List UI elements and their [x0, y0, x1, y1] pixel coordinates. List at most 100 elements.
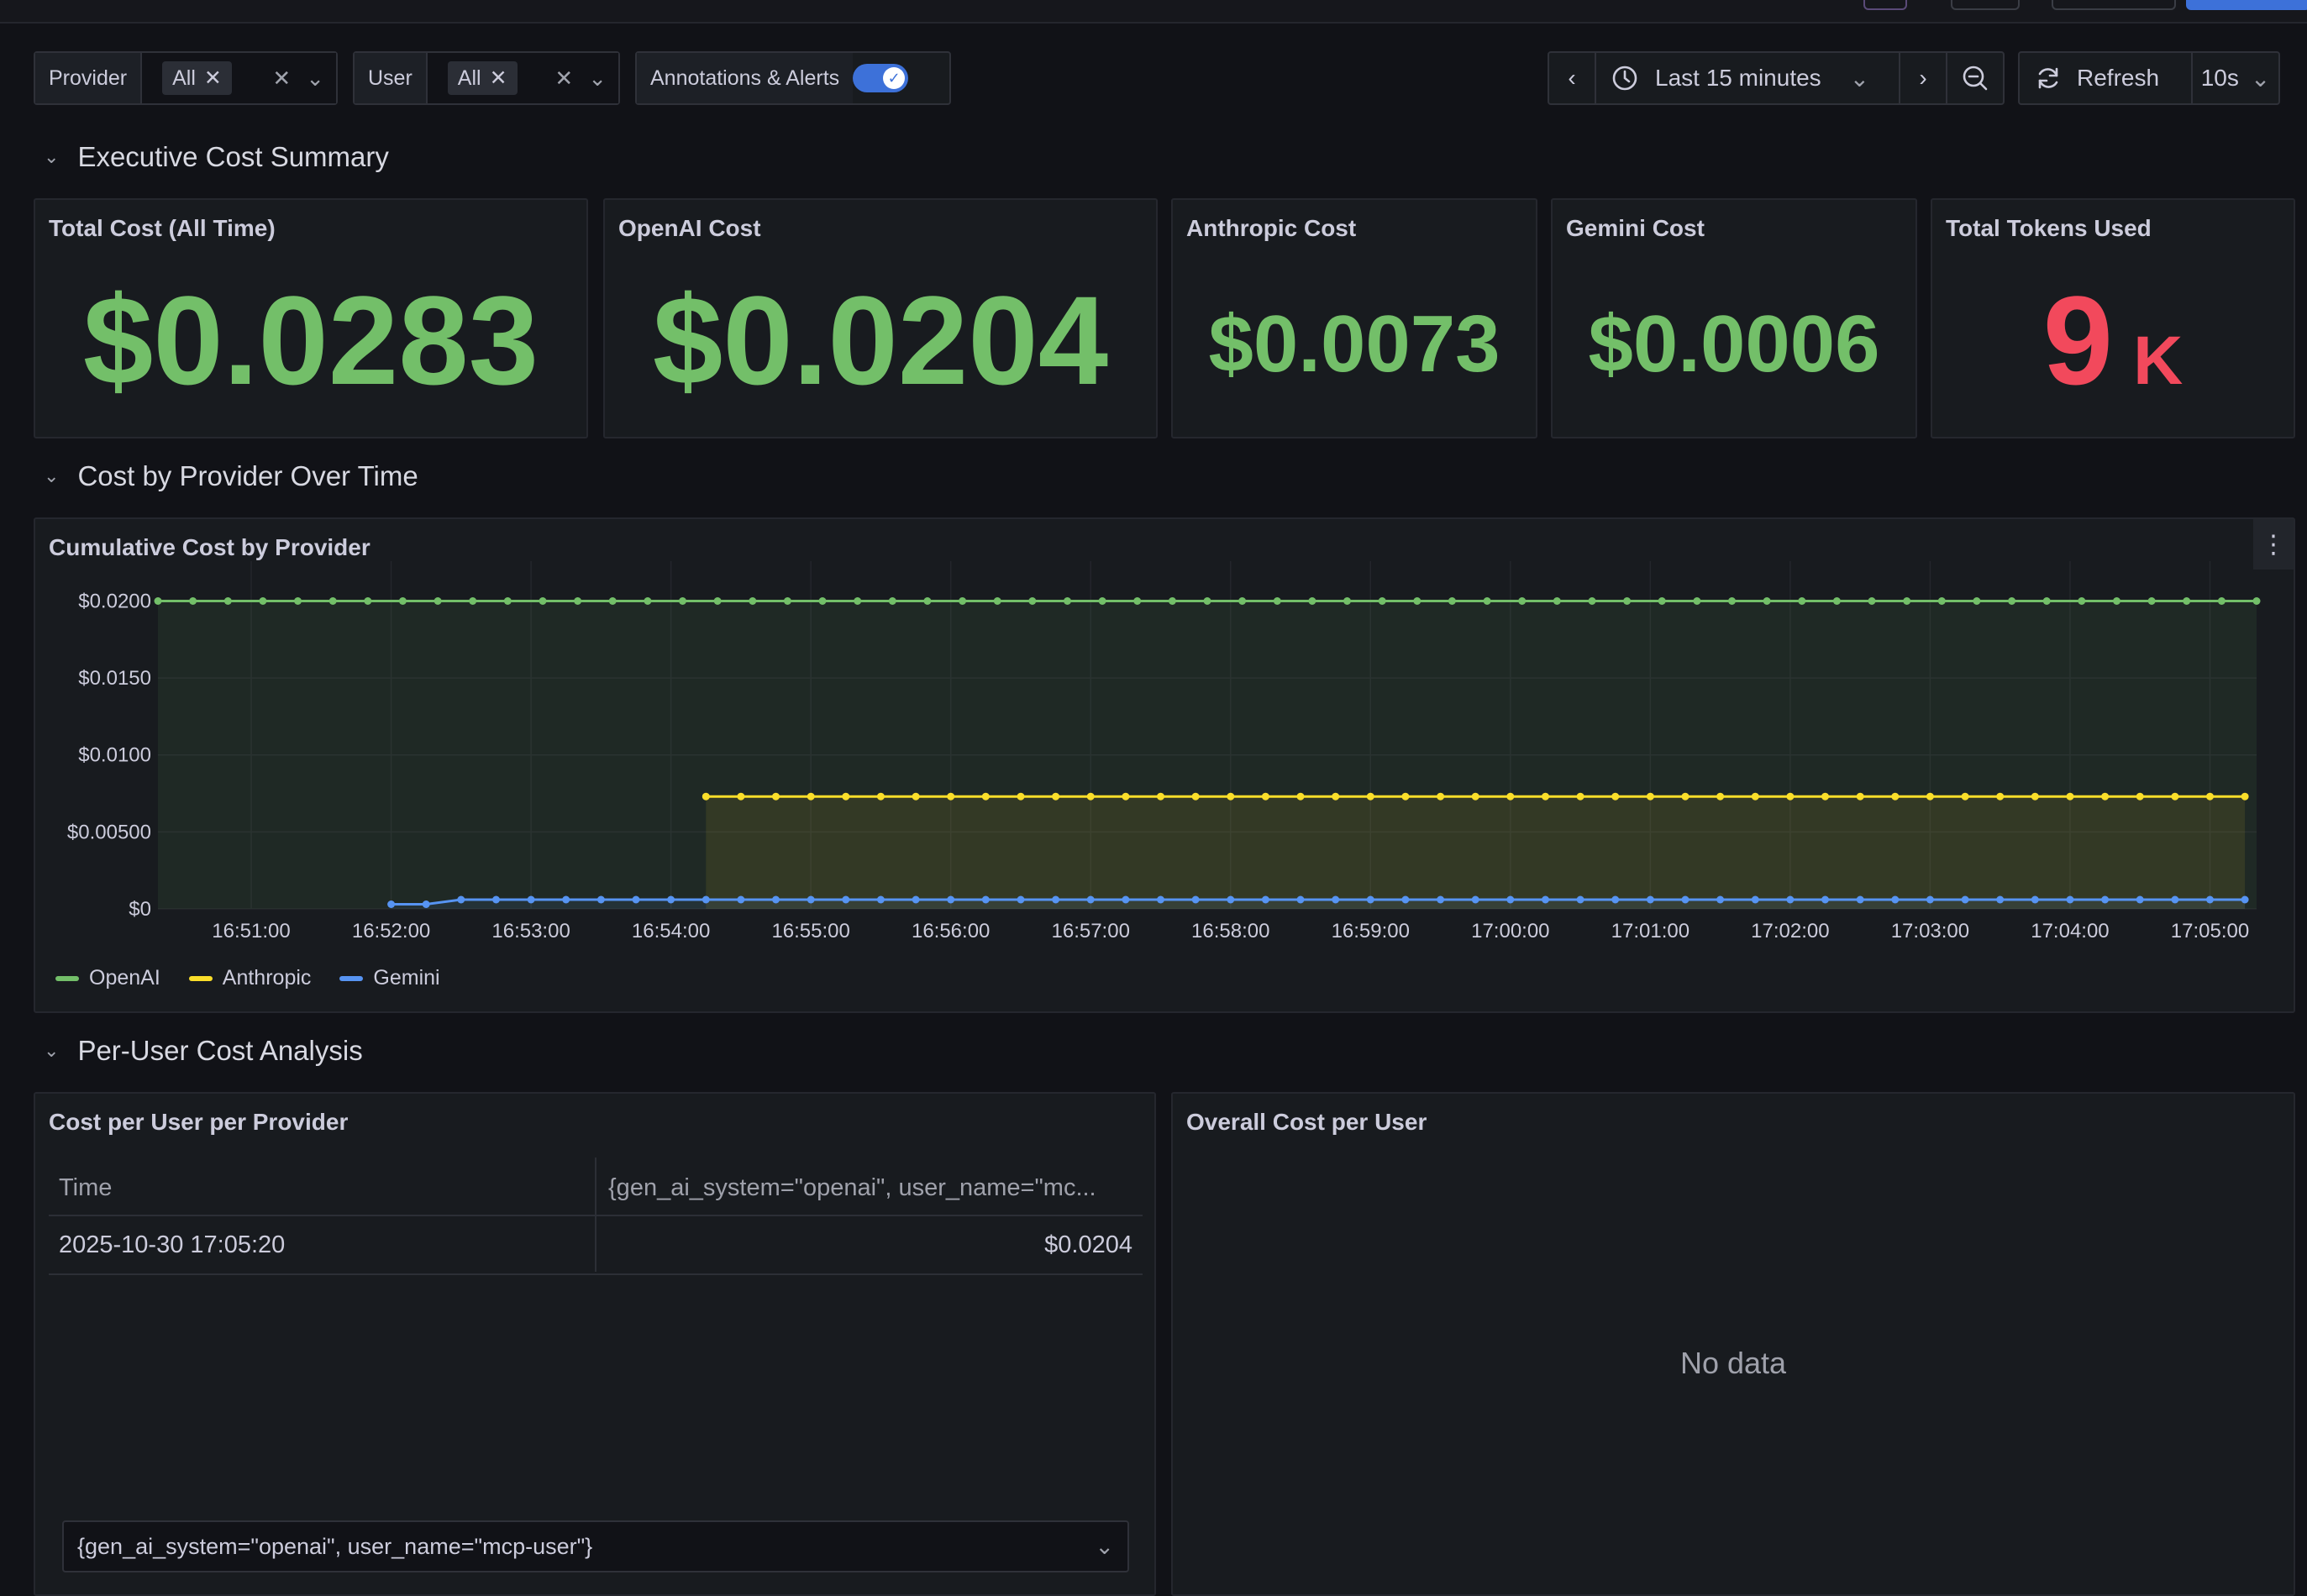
data-point-openai — [469, 597, 477, 605]
overall-cost-panel[interactable]: Overall Cost per User No data — [1171, 1092, 2295, 1596]
table-cell-time: 2025-10-30 17:05:20 — [59, 1231, 286, 1258]
data-point-anthropic — [2136, 792, 2144, 801]
data-point-anthropic — [1086, 792, 1095, 801]
table-cell-value: $0.0204 — [1044, 1231, 1132, 1258]
table-panel[interactable]: Cost per User per Provider Time {gen_ai_… — [34, 1092, 1156, 1596]
data-point-anthropic — [1611, 792, 1620, 801]
data-point-openai — [1903, 597, 1911, 605]
data-point-openai — [959, 597, 967, 605]
stat-panel-anthropic-cost[interactable]: Anthropic Cost $0.0073 — [1171, 198, 1537, 438]
column-header-time[interactable]: Time — [59, 1174, 113, 1201]
time-back-button[interactable]: ‹ — [1548, 51, 1596, 105]
data-point-anthropic — [1366, 792, 1374, 801]
legend-item-anthropic[interactable]: Anthropic — [188, 966, 312, 990]
data-point-openai — [2113, 597, 2120, 605]
data-point-anthropic — [737, 792, 745, 801]
clear-icon[interactable]: ✕ — [554, 65, 574, 91]
row-cost-by-provider[interactable]: ⌄ Cost by Provider Over Time — [44, 460, 418, 492]
row-executive-cost-summary[interactable]: ⌄ Executive Cost Summary — [44, 141, 389, 173]
check-icon: ✓ — [883, 67, 906, 89]
cost-chart[interactable]: $0 $0.00500 $0.0100 $0.0150 $0.0200 16:51:00 1… — [35, 519, 2295, 1013]
chevron-down-icon[interactable]: ⌄ — [588, 65, 607, 91]
timeseries-panel[interactable]: Cumulative Cost by Provider ⋮ $0 $0.00500… — [34, 517, 2295, 1013]
data-point-openai — [1483, 597, 1491, 605]
provider-variable: Provider All ✕ ✕ ⌄ — [34, 51, 338, 105]
data-point-gemini — [1471, 895, 1479, 904]
data-point-openai — [1973, 597, 1981, 605]
data-point-anthropic — [702, 792, 710, 801]
data-point-anthropic — [1332, 792, 1340, 801]
refresh-interval-picker[interactable]: 10s ⌄ — [2191, 51, 2280, 105]
data-point-anthropic — [1437, 792, 1445, 801]
data-point-gemini — [667, 895, 675, 904]
zoom-out-button[interactable] — [1946, 51, 2005, 105]
legend-item-gemini[interactable]: Gemini — [339, 966, 440, 990]
data-point-gemini — [807, 895, 815, 904]
table-row[interactable]: 2025-10-30 17:05:20 $0.0204 — [49, 1216, 1143, 1275]
data-point-gemini — [1926, 895, 1934, 904]
legend-item-openai[interactable]: OpenAI — [55, 966, 160, 990]
clock-icon — [1612, 66, 1637, 91]
row-per-user-cost[interactable]: ⌄ Per-User Cost Analysis — [44, 1035, 363, 1067]
data-point-anthropic — [842, 792, 850, 801]
data-point-gemini — [1261, 895, 1269, 904]
legend-swatch — [188, 975, 213, 981]
toolbar-button[interactable] — [1951, 0, 2020, 10]
data-point-gemini — [1751, 895, 1759, 904]
data-point-openai — [259, 597, 267, 605]
data-point-openai — [888, 597, 896, 605]
toolbar-button[interactable] — [2052, 0, 2176, 10]
legend-label: Anthropic — [222, 966, 312, 990]
data-point-openai — [364, 597, 372, 605]
clear-icon[interactable]: ✕ — [272, 65, 292, 91]
data-point-openai — [1658, 597, 1666, 605]
panel-title: Cumulative Cost by Provider — [49, 534, 370, 560]
save-dashboard-button[interactable] — [2186, 0, 2307, 10]
x-tick-label: 17:00:00 — [1471, 920, 1549, 942]
data-point-anthropic — [1716, 792, 1725, 801]
row-title: Per-User Cost Analysis — [77, 1035, 363, 1066]
legend-label: Gemini — [373, 966, 440, 990]
data-point-gemini — [1891, 895, 1900, 904]
stat-panel-gemini-cost[interactable]: Gemini Cost $0.0006 — [1551, 198, 1917, 438]
series-select[interactable]: {gen_ai_system="openai", user_name="mcp-… — [62, 1520, 1129, 1572]
x-tick-label: 16:52:00 — [352, 920, 430, 942]
stat-panel-total-cost[interactable]: Total Cost (All Time) $0.0283 — [34, 198, 588, 438]
stat-value: $0.0073 — [1208, 299, 1500, 389]
time-forward-button[interactable]: › — [1899, 51, 1947, 105]
refresh-label: Refresh — [2077, 65, 2160, 91]
stat-panel-openai-cost[interactable]: OpenAI Cost $0.0204 — [603, 198, 1158, 438]
data-point-anthropic — [772, 792, 780, 801]
data-point-openai — [434, 597, 442, 605]
data-point-openai — [2078, 597, 2086, 605]
chevron-down-icon[interactable]: ⌄ — [306, 65, 324, 91]
user-value-chip[interactable]: All ✕ — [447, 61, 518, 95]
refresh-button[interactable]: Refresh — [2018, 51, 2193, 105]
data-point-gemini — [912, 895, 920, 904]
data-point-gemini — [1017, 895, 1025, 904]
toolbar-button[interactable] — [1863, 0, 1907, 10]
data-point-gemini — [842, 895, 850, 904]
legend-swatch — [339, 975, 364, 981]
annotations-toggle[interactable]: ✓ — [853, 64, 909, 92]
table-header: Time {gen_ai_system="openai", user_name=… — [49, 1158, 1143, 1272]
data-point-openai — [993, 597, 1001, 605]
data-point-gemini — [527, 895, 535, 904]
provider-value-chip[interactable]: All ✕ — [162, 61, 232, 95]
column-header-series[interactable]: {gen_ai_system="openai", user_name="mc..… — [608, 1174, 1096, 1201]
data-point-gemini — [422, 900, 430, 908]
chevron-down-icon: ⌄ — [44, 465, 60, 486]
chevron-down-icon: ⌄ — [2250, 65, 2271, 92]
data-point-openai — [679, 597, 686, 605]
star-icon[interactable] — [1798, 0, 1815, 8]
remove-icon[interactable]: ✕ — [203, 66, 222, 90]
data-point-anthropic — [1821, 792, 1829, 801]
data-point-openai — [608, 597, 617, 605]
data-point-openai — [1763, 597, 1771, 605]
time-range-picker[interactable]: Last 15 minutes ⌄ — [1595, 51, 1900, 105]
x-tick-label: 17:03:00 — [1891, 920, 1969, 942]
data-point-anthropic — [2101, 792, 2110, 801]
remove-icon[interactable]: ✕ — [489, 66, 507, 90]
panel-menu-icon[interactable]: ⋮ — [2253, 519, 2294, 570]
